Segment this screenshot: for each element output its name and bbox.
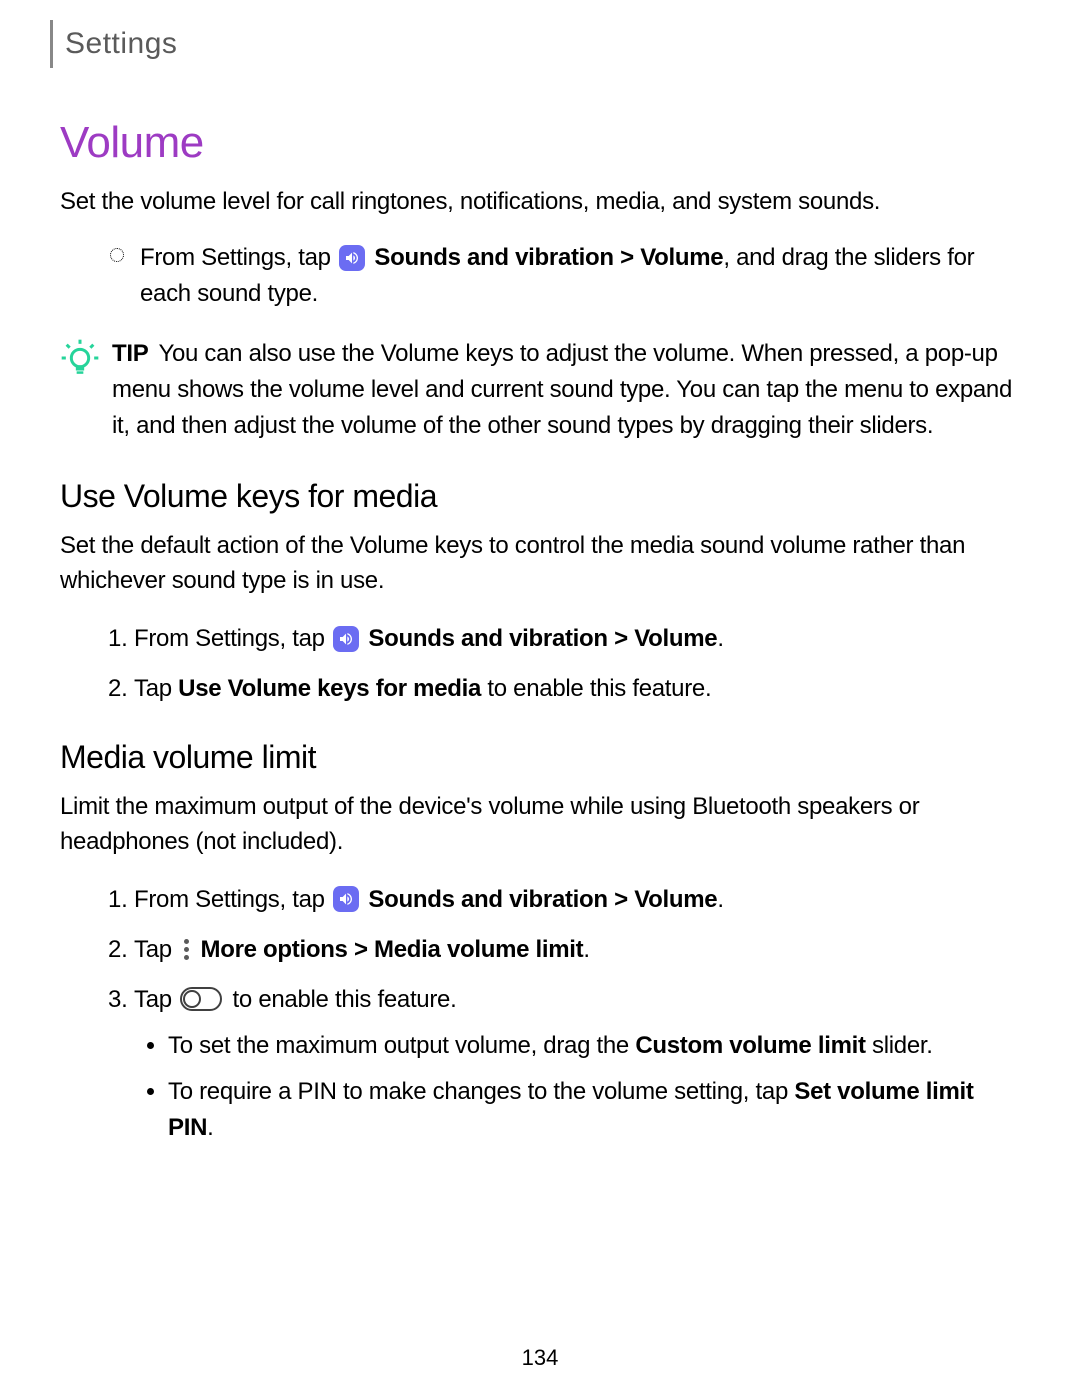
section-title: Use Volume keys for media [60, 478, 1020, 515]
section-intro: Set the default action of the Volume key… [60, 529, 1020, 599]
toggle-icon [180, 987, 222, 1011]
page-title: Volume [60, 118, 1020, 168]
text: From Settings, tap [134, 886, 331, 913]
text: Tap [134, 986, 178, 1013]
step-1: From Settings, tap Sounds and vibration … [108, 621, 1020, 657]
sub-list: To set the maximum output volume, drag t… [134, 1028, 1020, 1146]
page-number: 134 [0, 1345, 1080, 1371]
nav-path: Sounds and vibration > Volume [374, 244, 723, 271]
text-prefix: From Settings, tap [140, 244, 337, 271]
text: To require a PIN to make changes to the … [168, 1078, 794, 1105]
text: To set the maximum output volume, drag t… [168, 1032, 635, 1059]
tip-block: TIPYou can also use the Volume keys to a… [60, 336, 1020, 444]
nav-path: More options > Media volume limit [201, 936, 584, 963]
text: to enable this feature. [226, 986, 456, 1013]
tip-body: You can also use the Volume keys to adju… [112, 340, 1012, 439]
bullet-icon [110, 248, 124, 262]
sound-icon [333, 626, 359, 652]
main-instruction: From Settings, tap Sounds and vibration … [60, 240, 1020, 312]
section-volume-limit: Media volume limit Limit the maximum out… [60, 739, 1020, 1146]
sound-icon [339, 245, 365, 271]
header-divider [50, 20, 53, 68]
step-2: Tap More options > Media volume limit. [108, 932, 1020, 968]
steps-list: From Settings, tap Sounds and vibration … [60, 882, 1020, 1146]
intro-text: Set the volume level for call ringtones,… [60, 186, 1020, 218]
tip-label: TIP [112, 340, 148, 367]
header: Settings [60, 20, 1020, 68]
sound-icon [333, 886, 359, 912]
text: Tap [134, 675, 178, 702]
sub-item: To set the maximum output volume, drag t… [168, 1028, 1020, 1064]
tip-text: TIPYou can also use the Volume keys to a… [112, 336, 1020, 444]
nav-path: Sounds and vibration > Volume [368, 625, 717, 652]
text: to enable this feature. [481, 675, 711, 702]
text: Tap [134, 936, 178, 963]
section-intro: Limit the maximum output of the device's… [60, 790, 1020, 860]
breadcrumb: Settings [65, 27, 177, 61]
text: . [207, 1114, 213, 1141]
text: . [717, 886, 723, 913]
text: . [583, 936, 589, 963]
step-1: From Settings, tap Sounds and vibration … [108, 882, 1020, 918]
more-options-icon [180, 937, 192, 961]
nav-path: Sounds and vibration > Volume [368, 886, 717, 913]
instruction-text: From Settings, tap Sounds and vibration … [140, 240, 1020, 312]
steps-list: From Settings, tap Sounds and vibration … [60, 621, 1020, 707]
section-volume-keys: Use Volume keys for media Set the defaul… [60, 478, 1020, 707]
sub-item: To require a PIN to make changes to the … [168, 1074, 1020, 1146]
text: . [717, 625, 723, 652]
step-2: Tap Use Volume keys for media to enable … [108, 671, 1020, 707]
feature-name: Custom volume limit [635, 1032, 865, 1059]
text: slider. [866, 1032, 933, 1059]
feature-name: Use Volume keys for media [178, 675, 481, 702]
text: From Settings, tap [134, 625, 331, 652]
lightbulb-icon [60, 338, 100, 383]
step-3: Tap to enable this feature. To set the m… [108, 982, 1020, 1146]
section-title: Media volume limit [60, 739, 1020, 776]
